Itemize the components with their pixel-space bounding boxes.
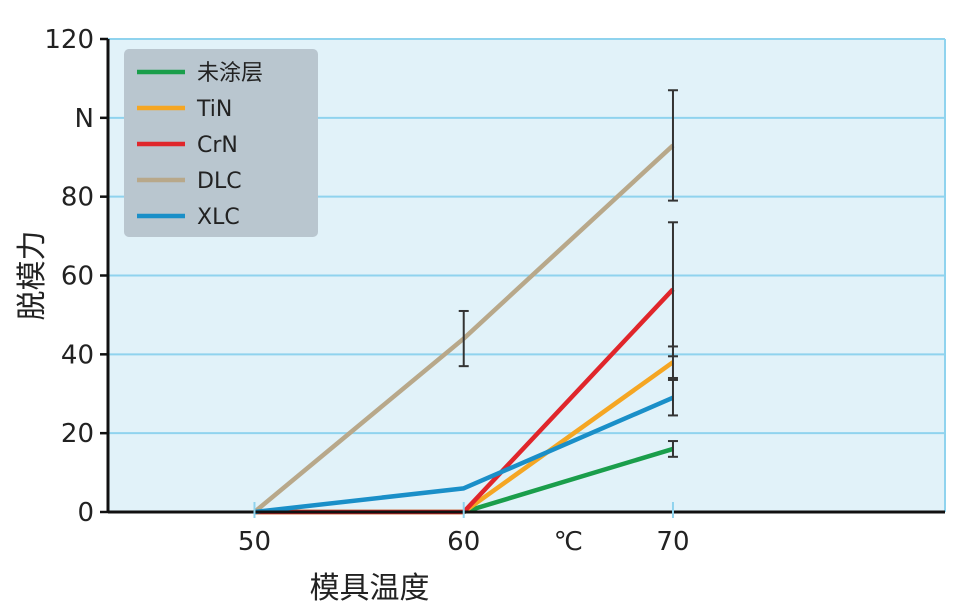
x-tick-label-0: 50 (238, 527, 271, 557)
x-tick-label-2: 70 (656, 527, 689, 557)
error-bars (458, 89, 678, 458)
x-tick-label-1: 60 (447, 527, 480, 557)
legend-label-4: XLC (197, 205, 240, 230)
legend-label-0: 未涂层 (197, 61, 263, 86)
y-tick-label-3: 60 (61, 262, 94, 292)
legend-label-2: CrN (197, 133, 238, 158)
x-tick-labels: 50 60 70 (238, 527, 690, 557)
y-tick-label-1: 20 (61, 419, 94, 449)
x-axis-title: 模具温度 (310, 571, 430, 606)
y-tick-label-0: 0 (77, 498, 94, 528)
y-tick-label-5: N (75, 104, 94, 134)
legend: 未涂层 TiN CrN DLC XLC (124, 49, 318, 237)
axes (100, 37, 945, 518)
x-unit-label: ℃ (554, 527, 583, 557)
y-tick-label-4: 80 (61, 183, 94, 213)
legend-label-3: DLC (197, 169, 242, 194)
y-tick-label-6: 120 (44, 25, 94, 55)
y-tick-label-2: 40 (61, 340, 94, 370)
y-tick-labels: 0 20 40 60 80 N 120 (44, 25, 94, 528)
legend-box (124, 49, 318, 237)
legend-label-1: TiN (196, 97, 232, 122)
y-axis-title: 脱模力 (15, 231, 50, 321)
series-line-4 (254, 395, 674, 515)
